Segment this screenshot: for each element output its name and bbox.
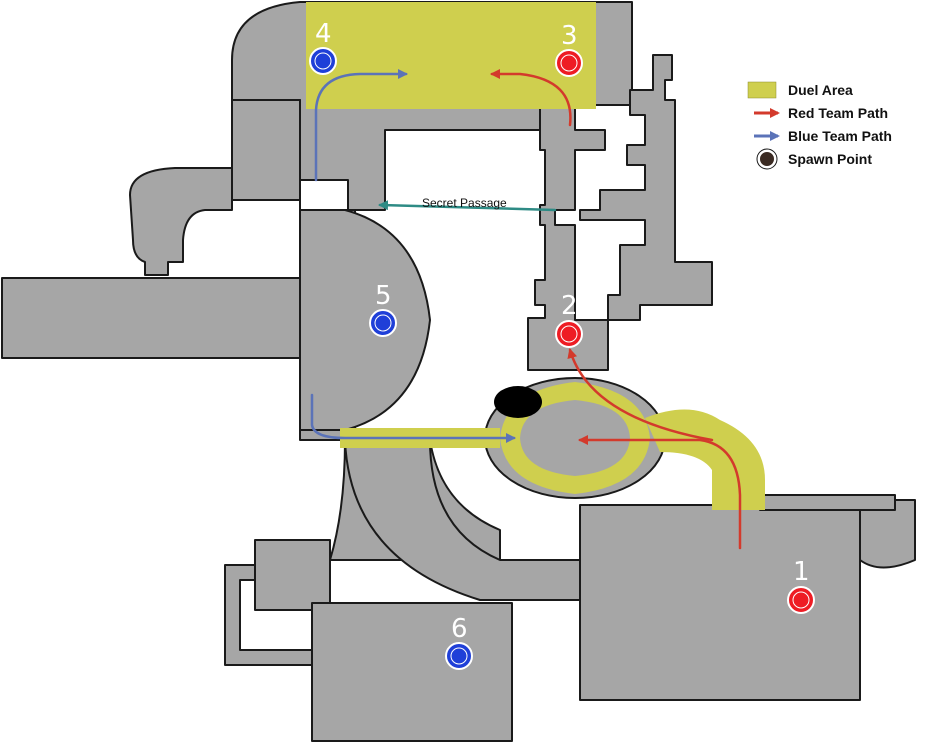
room-1 xyxy=(579,504,861,701)
floor-layout xyxy=(1,1,916,742)
team-paths xyxy=(310,69,742,550)
legend-label-duel-area: Duel Area xyxy=(788,82,853,98)
blue-path-south xyxy=(310,393,516,443)
east-annex xyxy=(859,499,916,569)
secret-passage-path xyxy=(378,200,557,212)
red-path-to-2 xyxy=(567,348,714,442)
room-6 xyxy=(311,602,513,742)
spawn-point-5: 5 xyxy=(369,281,397,337)
spawn-label-3: 3 xyxy=(561,21,578,51)
west-bridge xyxy=(1,277,303,359)
spawn-point-6: 6 xyxy=(445,614,473,670)
east-hall xyxy=(759,494,896,511)
south-arc-outer xyxy=(344,439,581,601)
east-maze xyxy=(579,54,713,321)
secret-passage-label: Secret Passage xyxy=(422,196,507,210)
east-corridor-north xyxy=(527,104,609,371)
legend: Duel Area Red Team Path Blue Team Path S… xyxy=(747,81,892,170)
boulder xyxy=(494,386,542,418)
red-path-north xyxy=(490,69,572,127)
spawn-point-3: 3 xyxy=(555,21,583,77)
spawn-point-2: 2 xyxy=(555,291,583,348)
spawn-label-1: 1 xyxy=(793,557,810,587)
blue-path-north xyxy=(314,69,408,182)
spawn-label-5: 5 xyxy=(375,281,392,311)
southwest-rooms xyxy=(254,539,331,611)
spawn-point-4: 4 xyxy=(309,19,337,75)
legend-label-red-path: Red Team Path xyxy=(788,105,888,121)
red-path-main xyxy=(578,435,742,550)
spawn-point-1: 1 xyxy=(787,557,815,614)
southwest-corridor xyxy=(224,564,316,666)
legend-swatch-duel-area xyxy=(747,81,777,99)
room-5 xyxy=(299,209,431,431)
spawn-label-4: 4 xyxy=(315,19,332,49)
duel-area-north xyxy=(306,2,596,109)
legend-label-blue-path: Blue Team Path xyxy=(788,128,892,144)
spawn-label-6: 6 xyxy=(451,614,468,644)
spawn-label-2: 2 xyxy=(561,291,578,321)
west-alcove xyxy=(129,167,233,276)
duel-area-east xyxy=(645,409,765,510)
spawn-points: 1 2 3 4 5 6 xyxy=(309,19,815,670)
legend-swatch-spawn-point xyxy=(758,150,776,168)
legend-label-spawn-point: Spawn Point xyxy=(788,151,872,167)
